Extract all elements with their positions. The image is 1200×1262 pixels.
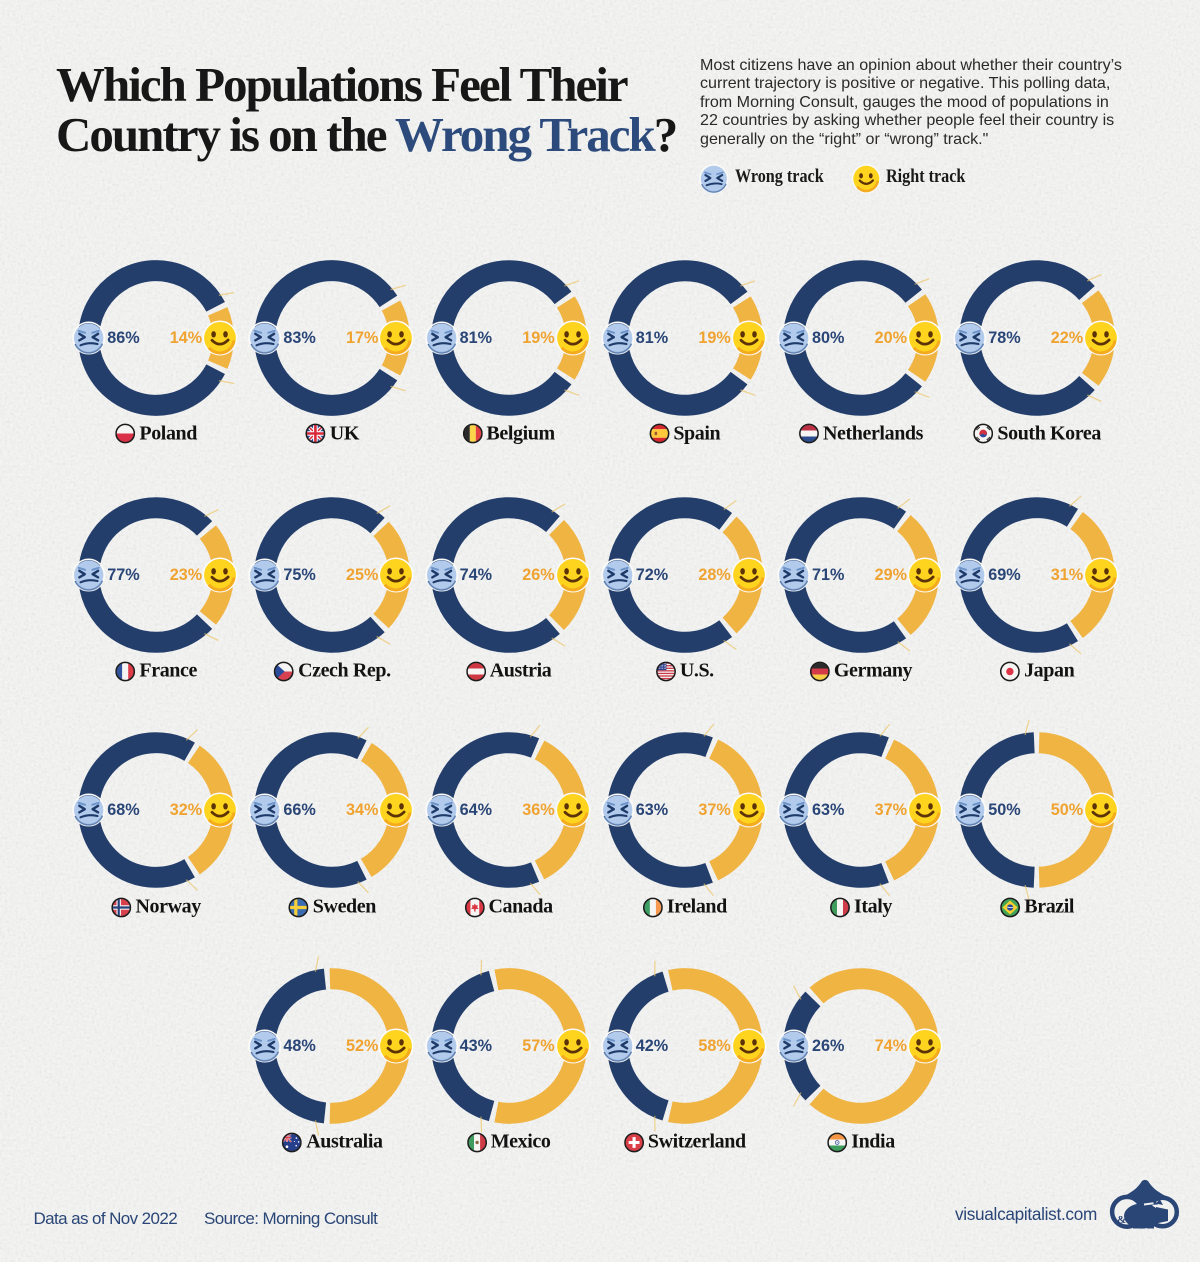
svg-text:&: & [1117,1214,1126,1226]
